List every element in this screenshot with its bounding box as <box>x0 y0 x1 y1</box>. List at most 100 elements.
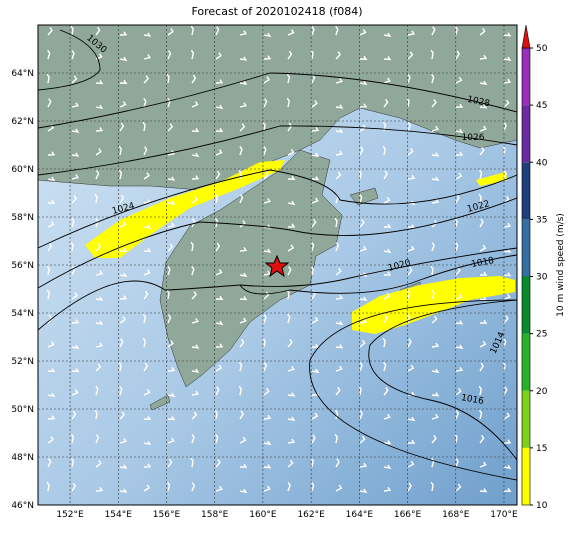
colorbar-segment <box>522 48 530 106</box>
wind-barb <box>431 290 435 300</box>
wind-barb <box>70 433 75 444</box>
wind-barb <box>119 385 123 396</box>
wind-barb <box>335 458 340 468</box>
wind-barb <box>407 416 416 422</box>
wind-barb <box>335 386 341 396</box>
wind-barb <box>407 245 415 252</box>
wind-barb <box>215 459 221 468</box>
wind-barb <box>503 315 509 324</box>
longitude-label: 152°E <box>56 510 84 520</box>
wind-barb <box>478 169 483 180</box>
wind-barb <box>47 221 55 228</box>
wind-barb <box>479 125 487 132</box>
colorbar-segment <box>522 276 530 334</box>
wind-barb <box>119 464 128 469</box>
wind-barb <box>47 367 56 373</box>
wind-barb <box>478 409 483 420</box>
title: Forecast of 2020102418 (f084) <box>191 5 362 18</box>
isobar <box>38 72 517 129</box>
wind-barb <box>239 56 248 61</box>
isobar <box>368 299 517 461</box>
wind-barb <box>167 150 175 156</box>
wind-barb <box>478 385 482 396</box>
wind-barb <box>143 463 152 468</box>
wind-barb <box>167 392 176 398</box>
wind-barb <box>383 314 388 324</box>
wind-barb <box>47 98 52 108</box>
wind-barb <box>359 245 367 252</box>
wind-barb <box>143 290 149 300</box>
wind-barb <box>431 26 436 36</box>
wind-barb <box>119 438 127 444</box>
wind-barb <box>502 361 506 372</box>
wind-barb <box>167 340 174 348</box>
wind-barb <box>287 339 293 348</box>
wind-barb <box>119 338 124 348</box>
wind-barb <box>334 217 338 228</box>
wind-barb <box>71 49 75 60</box>
wind-barb <box>454 217 458 228</box>
wind-barb <box>143 269 151 276</box>
wind-barb <box>119 79 128 85</box>
wind-barb <box>71 344 80 350</box>
wind-barb <box>407 30 416 36</box>
wind-barb <box>455 387 462 396</box>
longitude-label: 166°E <box>394 510 422 520</box>
wind-barb <box>334 409 339 420</box>
wind-barb <box>287 244 295 252</box>
isobar <box>309 299 517 481</box>
wind-barb <box>214 193 219 204</box>
wind-barb <box>263 485 271 492</box>
wind-barb <box>478 193 482 204</box>
wind-barb <box>191 411 198 420</box>
wind-barb <box>359 146 364 156</box>
colorbar-label: 10 m wind speed (m/s) <box>556 213 566 317</box>
wind-barb <box>431 242 435 252</box>
wind-barb <box>167 243 174 252</box>
colorbar-tick-label: 30 <box>536 273 548 283</box>
colorbar-tick-label: 15 <box>536 444 547 454</box>
wind-barb <box>359 80 368 86</box>
wind-barb <box>383 486 392 492</box>
latitude-label: 58°N <box>11 213 34 223</box>
wind-barb <box>95 320 104 325</box>
wind-barb <box>143 54 151 60</box>
wind-barb <box>239 296 248 301</box>
wind-barb <box>311 74 316 84</box>
wind-barb <box>263 171 269 180</box>
wind-barb <box>215 343 224 348</box>
wind-barb <box>215 52 222 60</box>
latitude-label: 64°N <box>11 69 34 79</box>
colorbar-segment <box>522 447 530 505</box>
wind-barb <box>262 337 266 348</box>
wind-barb <box>95 104 104 110</box>
wind-barb <box>71 410 77 420</box>
wind-barb <box>47 151 56 156</box>
wind-barb <box>359 103 368 108</box>
wind-barb <box>311 25 315 36</box>
wind-barb <box>167 458 173 468</box>
wind-barb <box>310 265 314 276</box>
contour-label: 1018 <box>471 256 496 270</box>
wind-barb <box>287 29 295 36</box>
wind-barb <box>503 195 510 204</box>
wind-barb <box>431 315 438 324</box>
wind-barb <box>215 149 223 156</box>
wind-barb <box>431 342 440 348</box>
wind-barb <box>167 200 176 205</box>
wind-barb <box>383 386 389 396</box>
wind-barb <box>335 294 344 300</box>
wind-barb <box>431 73 435 84</box>
wind-barb <box>71 217 75 228</box>
wind-barb <box>119 56 128 62</box>
wind-barb <box>263 291 270 300</box>
wind-barb <box>214 217 219 228</box>
wind-barb <box>143 484 151 492</box>
wind-barb <box>359 410 363 420</box>
wind-barb <box>167 50 172 60</box>
longitude-label: 162°E <box>297 510 325 520</box>
longitude-label: 160°E <box>249 510 277 520</box>
wind-barb <box>47 242 53 252</box>
wind-barb <box>503 248 512 254</box>
wind-barb <box>47 392 56 398</box>
